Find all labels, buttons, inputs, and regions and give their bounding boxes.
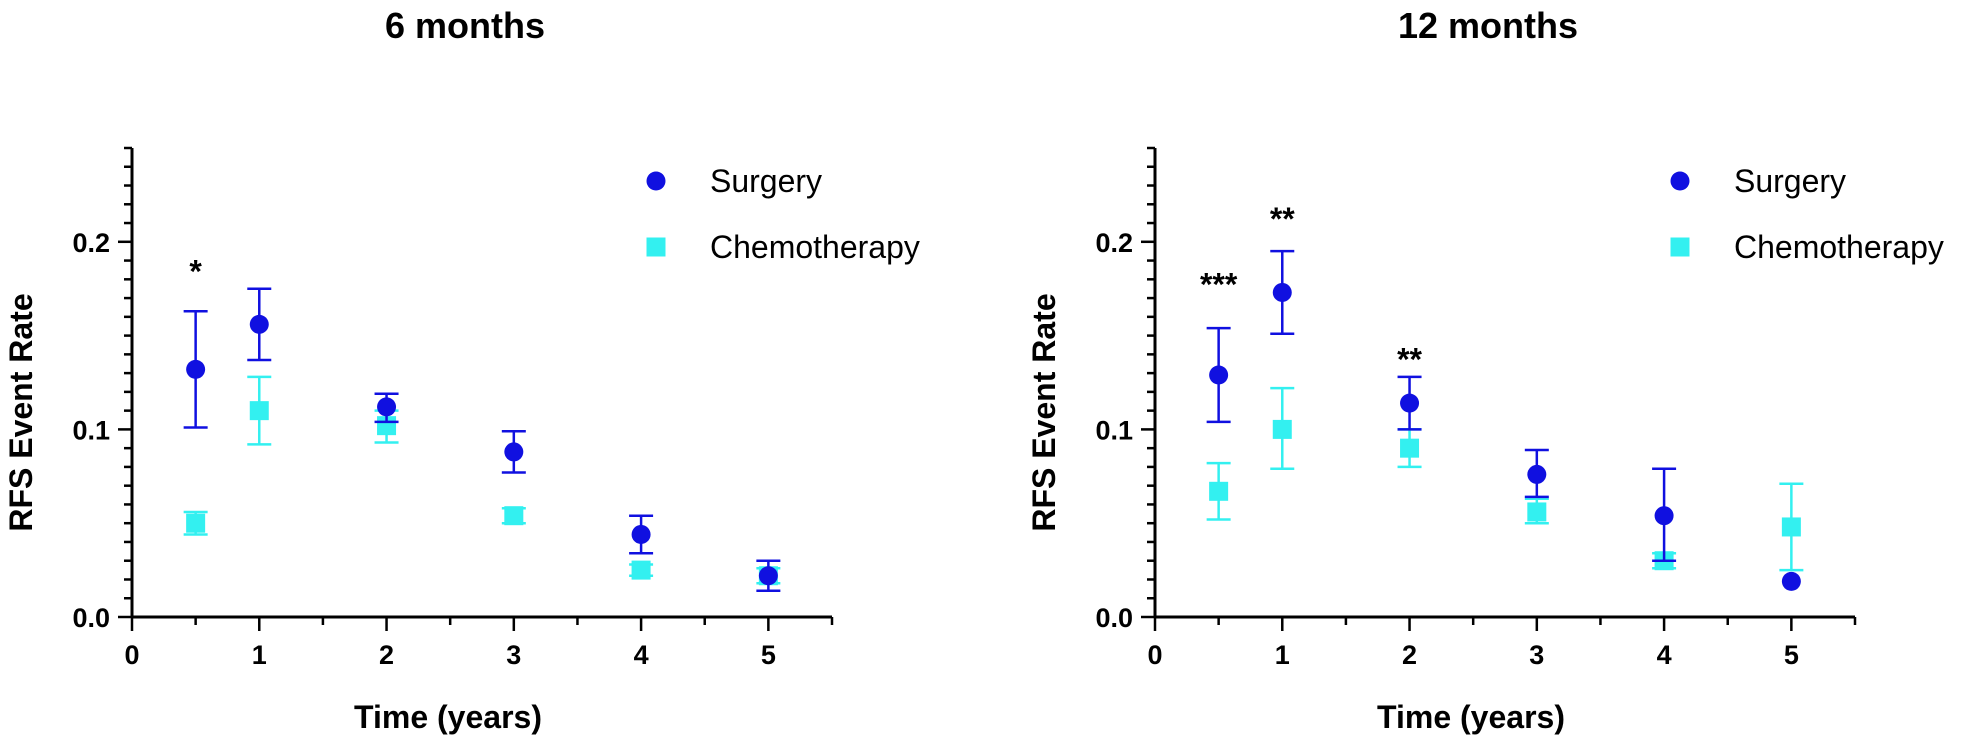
- x-tick-label: 3: [1529, 640, 1544, 670]
- chart-panel-1: 6 months 0.0 0.1 0.2 0 1 2 3 4 5 Time (years) RFS E…: [3, 5, 920, 735]
- x-axis-title: Time (years): [354, 699, 542, 735]
- y-tick-label: 0.2: [1095, 228, 1133, 258]
- significance-annotation: ***: [1200, 267, 1238, 303]
- chemotherapy-data-point: [183, 510, 208, 536]
- surgery-marker: [758, 566, 778, 586]
- legend-surgery-marker: [1670, 171, 1690, 191]
- chemotherapy-marker: [249, 401, 269, 421]
- y-tick-label: 0.0: [72, 603, 110, 633]
- y-tick-label: 0.0: [1095, 603, 1133, 633]
- significance-annotation: **: [1397, 342, 1422, 378]
- x-tick-label: 5: [1784, 640, 1799, 670]
- x-tick-label: 0: [124, 640, 139, 670]
- surgery-marker: [186, 359, 206, 379]
- surgery-data-point: [629, 514, 654, 555]
- chemotherapy-data-point: [1779, 482, 1804, 572]
- chemotherapy-data-point: [629, 560, 654, 580]
- surgery-data-point: [501, 430, 526, 474]
- y-axis-title: RFS Event Rate: [1026, 293, 1062, 531]
- y-tick-label: 0.1: [72, 415, 110, 445]
- legend-label: Surgery: [710, 163, 822, 199]
- legend: Surgery Chemotherapy: [646, 163, 920, 265]
- surgery-data-point: [1652, 467, 1677, 562]
- surgery-marker: [1272, 282, 1292, 302]
- legend-label: Surgery: [1734, 163, 1846, 199]
- surgery-data-point: [1397, 375, 1422, 431]
- chemotherapy-data-point: [247, 375, 272, 446]
- chemotherapy-data-point: [1397, 428, 1422, 469]
- y-axis-title: RFS Event Rate: [3, 293, 39, 531]
- chemotherapy-marker: [1209, 481, 1229, 501]
- x-tick-label: 4: [1657, 640, 1672, 670]
- surgery-data-point: [1781, 571, 1801, 591]
- legend-label: Chemotherapy: [1734, 229, 1944, 265]
- significance-annotation: **: [1270, 201, 1295, 237]
- surgery-data-point: [1524, 448, 1549, 499]
- surgery-marker: [1654, 506, 1674, 526]
- chemotherapy-marker: [1781, 517, 1801, 537]
- legend-label: Chemotherapy: [710, 229, 920, 265]
- x-tick-label: 2: [1402, 640, 1417, 670]
- surgery-marker: [249, 314, 269, 334]
- x-tick-label: 4: [634, 640, 649, 670]
- surgery-marker: [631, 524, 651, 544]
- x-tick-label: 5: [761, 640, 776, 670]
- legend-chemotherapy-marker: [1670, 237, 1690, 257]
- x-axis-title: Time (years): [1377, 699, 1565, 735]
- x-tick-label: 3: [506, 640, 521, 670]
- chemotherapy-marker: [1400, 438, 1420, 458]
- chemotherapy-marker: [1272, 419, 1292, 439]
- x-tick-label: 1: [1275, 640, 1290, 670]
- y-tick-label: 0.2: [72, 228, 110, 258]
- chemotherapy-marker: [1527, 502, 1547, 522]
- chemotherapy-data-point: [501, 506, 526, 526]
- legend-surgery-marker: [646, 171, 666, 191]
- chart-title: 6 months: [385, 5, 545, 46]
- chemotherapy-marker: [504, 506, 524, 526]
- legend: Surgery Chemotherapy: [1670, 163, 1944, 265]
- significance-annotation: *: [189, 254, 202, 290]
- x-tick-label: 0: [1147, 640, 1162, 670]
- legend-chemotherapy-marker: [646, 237, 666, 257]
- surgery-marker: [1209, 365, 1229, 385]
- y-tick-label: 0.1: [1095, 415, 1133, 445]
- chemotherapy-marker: [186, 513, 206, 533]
- surgery-data-point: [183, 309, 208, 429]
- chemotherapy-data-point: [1524, 497, 1549, 525]
- surgery-data-point: [1206, 326, 1231, 424]
- x-tick-label: 1: [252, 640, 267, 670]
- chart-panel-2: 12 months 0.0 0.1 0.2 0 1 2 3 4 5 Time (years) RFS …: [1026, 5, 1944, 735]
- surgery-marker: [1781, 571, 1801, 591]
- surgery-marker: [1400, 393, 1420, 413]
- surgery-marker: [1527, 464, 1547, 484]
- surgery-data-point: [374, 392, 399, 424]
- chemotherapy-marker: [631, 560, 651, 580]
- surgery-data-point: [756, 559, 781, 592]
- surgery-marker: [377, 397, 397, 417]
- surgery-marker: [504, 442, 524, 462]
- chemotherapy-data-point: [1206, 461, 1231, 521]
- chart-title: 12 months: [1398, 5, 1578, 46]
- chemotherapy-data-point: [1270, 386, 1295, 471]
- surgery-data-point: [247, 287, 272, 362]
- x-tick-label: 2: [379, 640, 394, 670]
- surgery-data-point: [1270, 249, 1295, 335]
